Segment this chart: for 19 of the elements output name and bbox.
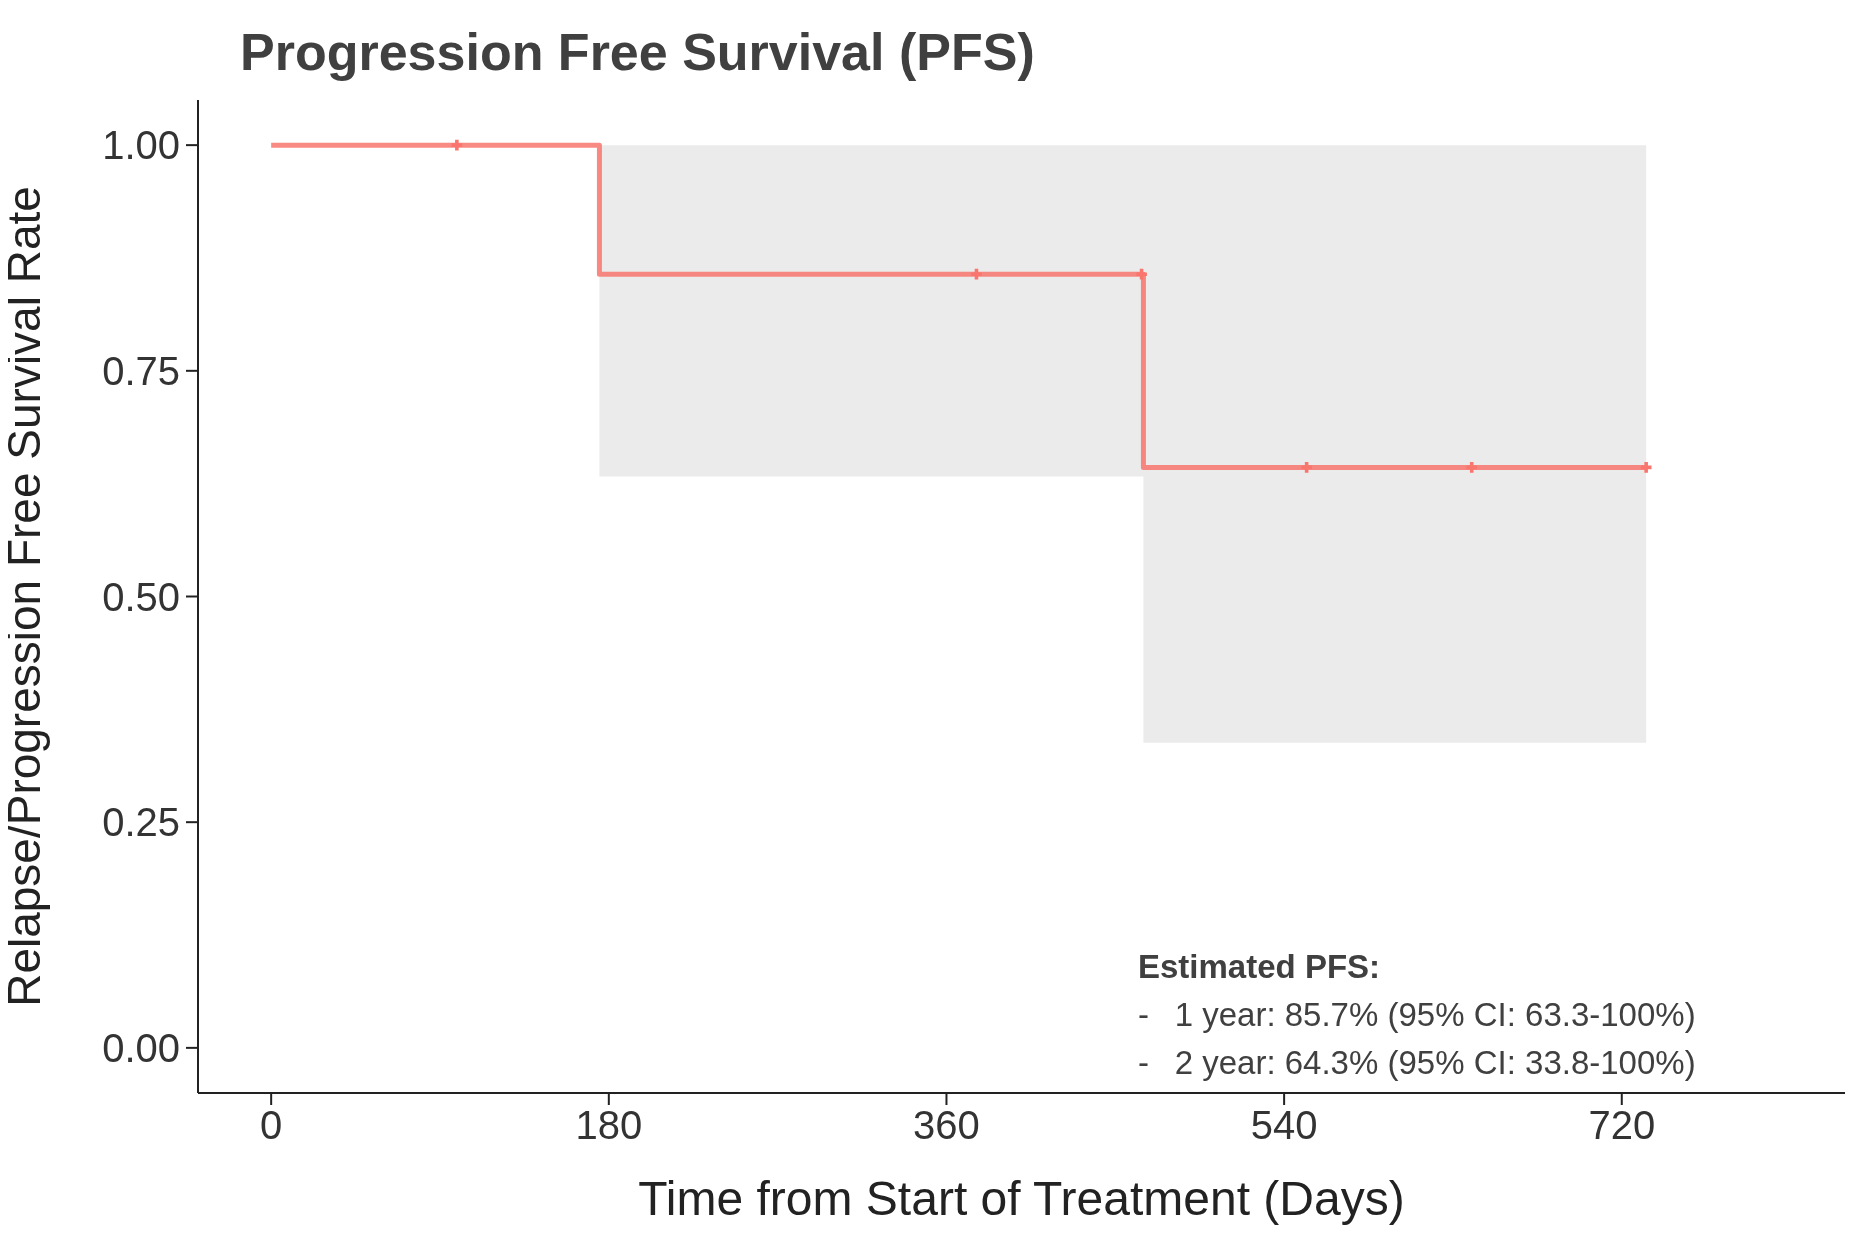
annotation: Estimated PFS: — [1138, 947, 1382, 987]
point — [1640, 462, 1652, 473]
chart-title: Progression Free Survival (PFS) — [240, 22, 1035, 82]
y-tick-label: 1.00 — [102, 123, 180, 168]
point — [971, 268, 982, 280]
annotation: - 2 year: 64.3% (95% CI: 33.8-100%) — [1138, 1043, 1696, 1083]
x-tick-label: 540 — [1250, 1103, 1318, 1148]
y-tick-label: 0.50 — [102, 574, 180, 619]
x-tick-label: 0 — [260, 1103, 283, 1148]
y-tick-label: 0.75 — [102, 349, 180, 394]
x-tick-label: 720 — [1588, 1103, 1656, 1148]
point — [451, 139, 463, 151]
x-axis-title: Time from Start of Treatment (Days) — [638, 1172, 1405, 1225]
x-tick-label: 360 — [913, 1103, 980, 1148]
x-tick-label: 180 — [575, 1103, 643, 1148]
y-tick-label: 0.25 — [102, 800, 180, 845]
annotation: - 1 year: 85.7% (95% CI: 63.3-100%) — [1138, 995, 1696, 1035]
y-tick-label: 0.00 — [102, 1026, 180, 1071]
point — [1136, 268, 1147, 280]
